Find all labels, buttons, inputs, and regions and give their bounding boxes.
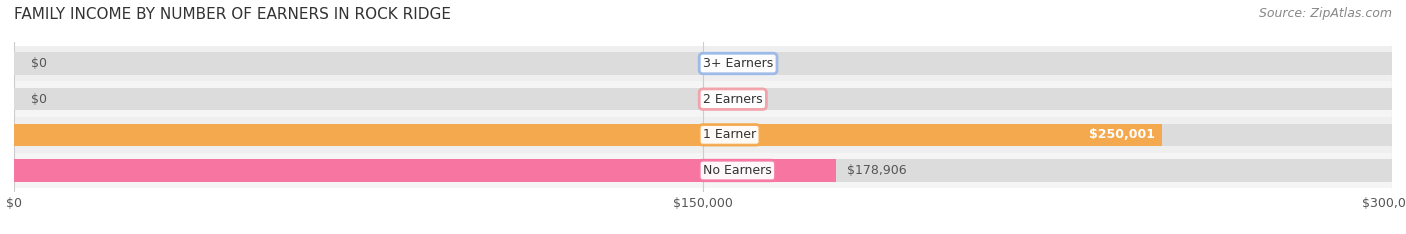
Text: Source: ZipAtlas.com: Source: ZipAtlas.com	[1258, 7, 1392, 20]
Bar	[14, 124, 1392, 146]
Bar	[14, 124, 1163, 146]
Text: FAMILY INCOME BY NUMBER OF EARNERS IN ROCK RIDGE: FAMILY INCOME BY NUMBER OF EARNERS IN RO…	[14, 7, 451, 22]
Text: 2 Earners: 2 Earners	[703, 93, 762, 106]
Text: 1 Earner: 1 Earner	[703, 128, 756, 141]
Text: $0: $0	[31, 93, 46, 106]
Bar	[14, 159, 835, 182]
Bar	[14, 46, 1392, 81]
Bar	[14, 153, 1392, 188]
Bar	[14, 81, 1392, 117]
Bar	[14, 117, 1392, 153]
Text: $178,906: $178,906	[846, 164, 907, 177]
Bar	[14, 159, 1392, 182]
Text: $250,001: $250,001	[1090, 128, 1156, 141]
Bar	[14, 52, 1392, 75]
Text: 3+ Earners: 3+ Earners	[703, 57, 773, 70]
Text: $0: $0	[31, 57, 46, 70]
Text: No Earners: No Earners	[703, 164, 772, 177]
Bar	[14, 88, 1392, 110]
